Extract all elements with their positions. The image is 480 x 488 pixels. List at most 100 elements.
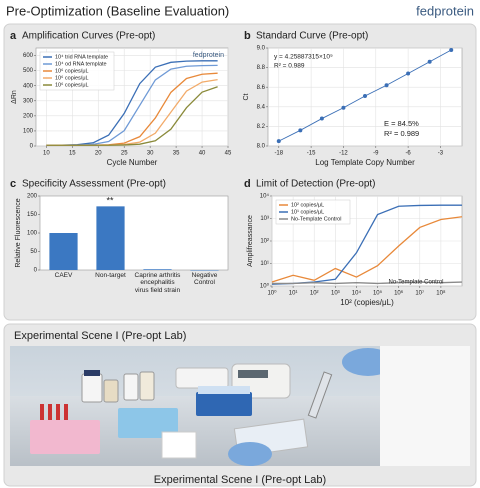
y-tick-label: 8.0 bbox=[257, 144, 266, 150]
annotation: ** bbox=[106, 195, 114, 205]
x-tick-label: Non-target bbox=[95, 272, 126, 279]
x-tick-label: -12 bbox=[339, 151, 348, 157]
panel-letter: b bbox=[244, 30, 251, 42]
x-tick-label-box: Non-target bbox=[95, 272, 126, 279]
y-tick-label: 500 bbox=[23, 68, 34, 74]
panel-title: Amplification Curves (Pre-opt) bbox=[22, 31, 155, 42]
panel-title: Specificity Assessment (Pre-opt) bbox=[22, 179, 166, 190]
x-tick-label: -3 bbox=[438, 151, 444, 157]
x-tick-label: 10⁷ bbox=[415, 290, 424, 297]
x-tick-label: 10⁵ bbox=[373, 290, 383, 297]
panel-letter: a bbox=[10, 30, 17, 42]
page-title: Pre-Optimization (Baseline Evaluation) bbox=[6, 3, 229, 18]
annotation: R² = 0.989 bbox=[274, 63, 305, 70]
y-axis-label: ΔRn bbox=[11, 90, 18, 104]
y-tick-label: 8.8 bbox=[257, 65, 266, 71]
legend-label: 10⁴ od RNA template bbox=[55, 60, 107, 67]
y-axis-label: Relative Fluorescence bbox=[15, 198, 22, 267]
legend-box bbox=[39, 51, 115, 91]
annotation: No-Template Control bbox=[388, 280, 443, 286]
x-tick-label-box: CAEV bbox=[54, 272, 73, 279]
x-tick-label: 15 bbox=[69, 151, 76, 157]
y-tick-label: 100 bbox=[23, 129, 34, 135]
panel-letter: c bbox=[10, 178, 16, 190]
point bbox=[276, 139, 281, 144]
scene-caption: Experimental Scene I (Pre-opt Lab) bbox=[154, 474, 326, 486]
x-axis-label: Cycle Number bbox=[107, 158, 158, 167]
scene-title: Experimental Scene I (Pre-opt Lab) bbox=[14, 330, 186, 342]
point bbox=[341, 105, 346, 110]
x-tick-label: 10³ bbox=[331, 291, 340, 297]
y-tick-label: 8.6 bbox=[257, 85, 266, 91]
bar bbox=[143, 269, 172, 270]
panel-title: Standard Curve (Pre-opt) bbox=[256, 31, 368, 42]
y-tick-label: 10² bbox=[260, 239, 269, 245]
y-tick-label: 10¹ bbox=[260, 261, 269, 267]
legend-label: 10⁶ copies/μL bbox=[55, 74, 89, 81]
panel-letter: d bbox=[244, 178, 251, 190]
x-tick-label: 25 bbox=[121, 151, 128, 157]
x-tick-label: 10¹ bbox=[289, 291, 298, 297]
y-tick-label: 8.4 bbox=[257, 104, 266, 110]
x-tick-label: 45 bbox=[225, 151, 232, 157]
point bbox=[449, 47, 454, 52]
series-line bbox=[271, 216, 463, 283]
y-tick-label: 100 bbox=[27, 231, 38, 237]
x-tick-label: -18 bbox=[274, 151, 283, 157]
y-tick-label: 200 bbox=[23, 113, 34, 119]
x-tick-label: CAEV bbox=[54, 272, 73, 279]
y-tick-label: 0 bbox=[34, 268, 38, 274]
series-line bbox=[272, 281, 463, 285]
point bbox=[298, 128, 303, 133]
y-tick-label: 8.2 bbox=[257, 124, 266, 130]
x-tick-label: Negative Control bbox=[191, 272, 218, 287]
legend-label: 10¹ copies/μL bbox=[291, 209, 324, 215]
annotation: E = 84.5% bbox=[384, 119, 419, 128]
y-tick-label: 9.0 bbox=[257, 46, 266, 52]
y-tick-label: 10⁰ bbox=[260, 283, 270, 290]
x-tick-label: -9 bbox=[373, 151, 379, 157]
y-tick-label: 600 bbox=[23, 53, 34, 59]
x-tick-label: 40 bbox=[199, 151, 206, 157]
x-tick-label-box: Caprine arthritis encephalitis virus fie… bbox=[134, 272, 181, 294]
legend-label: 10² copies/μL bbox=[291, 202, 324, 208]
point bbox=[319, 116, 324, 121]
annotation: fedprotein bbox=[193, 52, 224, 59]
x-tick-label: -6 bbox=[405, 151, 411, 157]
y-tick-label: 50 bbox=[30, 249, 37, 255]
y-tick-label: 200 bbox=[27, 194, 38, 200]
y-tick-label: 10³ bbox=[260, 216, 269, 222]
point bbox=[363, 94, 367, 99]
y-tick-label: 150 bbox=[27, 212, 38, 218]
legend-box bbox=[275, 199, 351, 225]
x-tick-label: 30 bbox=[147, 151, 154, 157]
brand: fedprotein bbox=[416, 3, 474, 18]
x-tick-label: 10⁴ bbox=[352, 290, 362, 297]
x-tick-label: 10² bbox=[310, 291, 319, 297]
x-tick-label: 10⁸ bbox=[436, 290, 446, 297]
point bbox=[384, 83, 389, 88]
point bbox=[406, 71, 411, 76]
x-tick-label: 10⁶ bbox=[394, 290, 404, 297]
x-tick-label: Caprine arthritis encephalitis virus fie… bbox=[134, 272, 181, 294]
y-tick-label: 400 bbox=[23, 83, 34, 89]
annotation: R² = 0.989 bbox=[384, 129, 419, 138]
bar bbox=[96, 206, 125, 270]
lab-photo bbox=[10, 346, 470, 466]
x-tick-label: 10 bbox=[43, 151, 50, 157]
bar bbox=[49, 233, 78, 270]
legend-label: 10⁴ trid RNA template bbox=[55, 53, 108, 60]
x-tick-label: 35 bbox=[173, 151, 180, 157]
x-tick-label: 20 bbox=[95, 151, 102, 157]
x-axis-label: Log Template Copy Number bbox=[315, 158, 415, 167]
x-tick-label-box: Negative Control bbox=[191, 272, 218, 287]
y-tick-label: 0 bbox=[30, 144, 34, 150]
panel-title: Limit of Detection (Pre-opt) bbox=[256, 179, 376, 190]
y-tick-label: 10⁴ bbox=[260, 193, 270, 200]
x-axis-label: 10² (copies/μL) bbox=[340, 298, 394, 307]
legend-label: No-Template Control bbox=[291, 216, 341, 222]
y-axis-label: Ct bbox=[243, 93, 250, 100]
x-tick-label: 10⁰ bbox=[267, 290, 277, 297]
